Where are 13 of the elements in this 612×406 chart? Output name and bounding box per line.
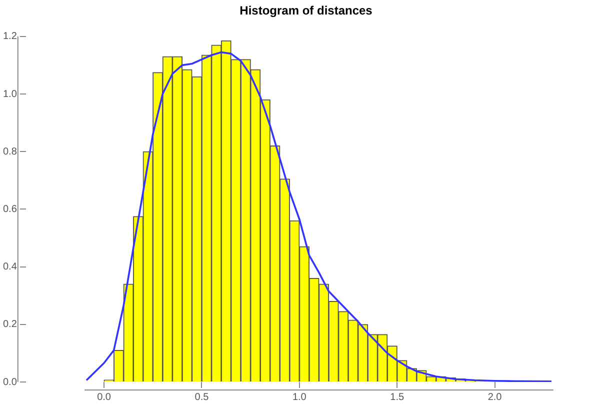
y-tick-label: 0.2 [2, 319, 18, 330]
chart-title: Histogram of distances [240, 4, 373, 18]
y-tick-label: 0.0 [2, 376, 18, 388]
x-tick-label: 1.0 [292, 392, 307, 403]
y-tick-label: 1.0 [2, 88, 18, 100]
x-tick-label: 2.0 [488, 392, 502, 403]
x-tick-label: 1.5 [390, 392, 404, 403]
y-tick-label: 1.2 [2, 31, 18, 42]
y-tick-label: 0.4 [2, 262, 18, 273]
y-tick-label: 0.8 [2, 146, 18, 158]
x-tick-label: 0.0 [97, 392, 112, 403]
x-tick-label: 0.5 [194, 392, 210, 403]
y-tick-label: 0.6 [2, 204, 18, 215]
